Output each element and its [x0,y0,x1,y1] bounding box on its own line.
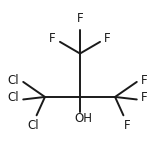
Text: F: F [141,74,148,87]
Text: F: F [104,32,111,45]
Text: F: F [141,91,148,104]
Text: Cl: Cl [27,119,39,132]
Text: F: F [49,32,56,45]
Text: F: F [123,119,130,132]
Text: Cl: Cl [7,74,19,87]
Text: OH: OH [74,112,92,125]
Text: Cl: Cl [7,91,19,104]
Text: F: F [77,12,83,25]
